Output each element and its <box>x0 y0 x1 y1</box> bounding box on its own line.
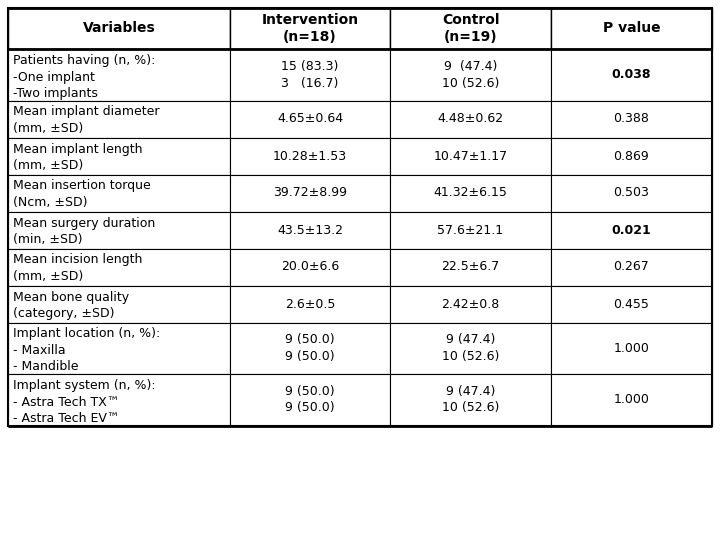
Text: 4.48±0.62: 4.48±0.62 <box>438 113 503 126</box>
Text: 0.267: 0.267 <box>613 261 649 274</box>
Text: Mean implant diameter
(mm, ±SD): Mean implant diameter (mm, ±SD) <box>13 105 160 135</box>
Text: 1.000: 1.000 <box>613 393 649 406</box>
Bar <box>8 101 230 137</box>
Bar <box>230 212 390 248</box>
Text: Variables: Variables <box>83 22 156 36</box>
Text: 2.6±0.5: 2.6±0.5 <box>285 298 336 311</box>
Text: Patients having (n, %):
-One implant
-Two implants: Patients having (n, %): -One implant -Tw… <box>13 54 156 100</box>
Text: 0.388: 0.388 <box>613 113 649 126</box>
Text: 43.5±13.2: 43.5±13.2 <box>277 223 343 236</box>
Bar <box>230 175 390 212</box>
Bar <box>551 212 712 248</box>
Text: Mean surgery duration
(min, ±SD): Mean surgery duration (min, ±SD) <box>13 216 156 246</box>
Text: Mean incision length
(mm, ±SD): Mean incision length (mm, ±SD) <box>13 254 143 283</box>
Bar <box>8 248 230 286</box>
Text: 57.6±21.1: 57.6±21.1 <box>438 223 503 236</box>
Bar <box>390 175 551 212</box>
Bar <box>551 49 712 101</box>
Bar <box>390 374 551 426</box>
Text: 9 (50.0)
9 (50.0): 9 (50.0) 9 (50.0) <box>285 385 335 414</box>
Text: 20.0±6.6: 20.0±6.6 <box>281 261 339 274</box>
Bar <box>551 322 712 374</box>
Text: 22.5±6.7: 22.5±6.7 <box>441 261 500 274</box>
Bar <box>8 137 230 175</box>
Text: 9 (47.4)
10 (52.6): 9 (47.4) 10 (52.6) <box>442 333 499 363</box>
Bar <box>551 248 712 286</box>
Bar <box>8 175 230 212</box>
Bar <box>390 248 551 286</box>
Bar <box>8 8 230 49</box>
Bar <box>551 374 712 426</box>
Bar <box>230 248 390 286</box>
Text: 15 (83.3)
3   (16.7): 15 (83.3) 3 (16.7) <box>282 60 338 89</box>
Text: Implant location (n, %):
- Maxilla
- Mandible: Implant location (n, %): - Maxilla - Man… <box>13 327 161 373</box>
Text: 0.038: 0.038 <box>612 68 651 81</box>
Text: Intervention
(n=18): Intervention (n=18) <box>261 12 359 44</box>
Text: 0.455: 0.455 <box>613 298 649 311</box>
Bar <box>230 322 390 374</box>
Text: 1.000: 1.000 <box>613 342 649 355</box>
Text: 39.72±8.99: 39.72±8.99 <box>273 187 347 200</box>
Text: Mean implant length
(mm, ±SD): Mean implant length (mm, ±SD) <box>13 142 143 172</box>
Bar <box>230 137 390 175</box>
Bar <box>390 8 551 49</box>
Text: Control
(n=19): Control (n=19) <box>442 12 499 44</box>
Text: 2.42±0.8: 2.42±0.8 <box>441 298 500 311</box>
Text: 10.47±1.17: 10.47±1.17 <box>433 149 508 162</box>
Bar <box>390 322 551 374</box>
Bar <box>551 101 712 137</box>
Bar <box>390 49 551 101</box>
Bar <box>551 175 712 212</box>
Text: 0.869: 0.869 <box>613 149 649 162</box>
Bar <box>390 286 551 322</box>
Bar <box>8 49 230 101</box>
Text: 10.28±1.53: 10.28±1.53 <box>273 149 347 162</box>
Text: P value: P value <box>603 22 660 36</box>
Bar <box>390 101 551 137</box>
Bar <box>8 374 230 426</box>
Text: 0.021: 0.021 <box>611 223 652 236</box>
Bar <box>230 101 390 137</box>
Text: 41.32±6.15: 41.32±6.15 <box>433 187 508 200</box>
Bar <box>551 137 712 175</box>
Bar <box>551 286 712 322</box>
Bar <box>8 8 712 426</box>
Text: 9  (47.4)
10 (52.6): 9 (47.4) 10 (52.6) <box>442 60 499 89</box>
Bar <box>230 49 390 101</box>
Bar <box>390 137 551 175</box>
Bar <box>230 8 390 49</box>
Text: 0.503: 0.503 <box>613 187 649 200</box>
Text: Mean bone quality
(category, ±SD): Mean bone quality (category, ±SD) <box>13 291 129 320</box>
Text: Implant system (n, %):
- Astra Tech TX™
- Astra Tech EV™: Implant system (n, %): - Astra Tech TX™ … <box>13 379 156 425</box>
Bar <box>8 322 230 374</box>
Text: 4.65±0.64: 4.65±0.64 <box>277 113 343 126</box>
Bar <box>8 212 230 248</box>
Text: 9 (50.0)
9 (50.0): 9 (50.0) 9 (50.0) <box>285 333 335 363</box>
Bar <box>551 8 712 49</box>
Bar <box>230 286 390 322</box>
Text: Mean insertion torque
(Ncm, ±SD): Mean insertion torque (Ncm, ±SD) <box>13 180 150 209</box>
Bar <box>230 374 390 426</box>
Bar <box>8 286 230 322</box>
Bar <box>390 212 551 248</box>
Text: 9 (47.4)
10 (52.6): 9 (47.4) 10 (52.6) <box>442 385 499 414</box>
